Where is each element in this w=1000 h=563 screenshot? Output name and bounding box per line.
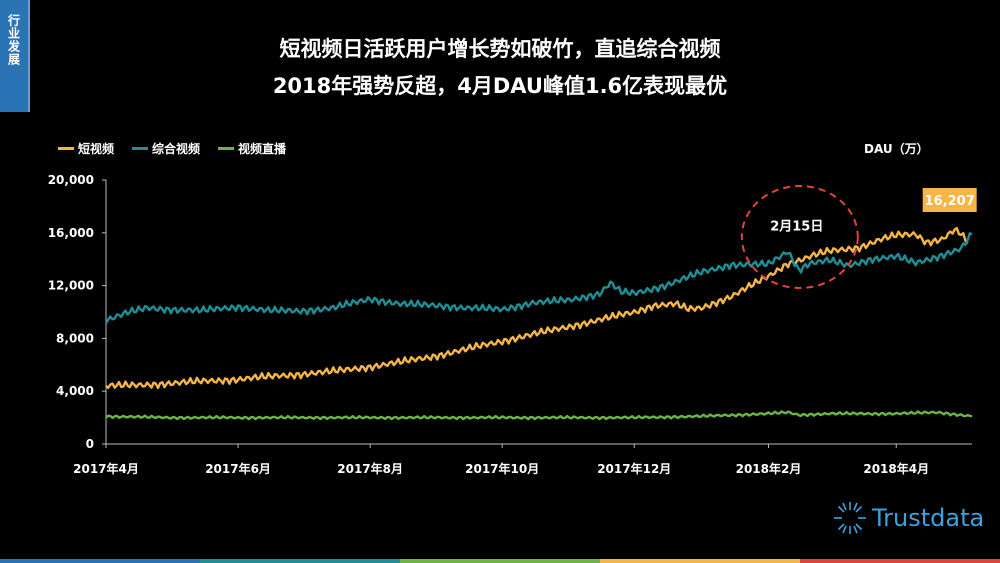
footer-segment xyxy=(600,559,800,563)
series-line xyxy=(105,410,973,421)
y-tick-label: 0 xyxy=(86,437,94,451)
highlight-circle xyxy=(740,185,859,289)
footer-color-bar xyxy=(0,559,1000,563)
peak-value-label: 16,207 xyxy=(925,194,975,209)
x-tick-label: 2018年2月 xyxy=(736,461,802,476)
x-tick-label: 2017年8月 xyxy=(337,461,403,476)
y-tick-label: 4,000 xyxy=(56,384,94,398)
y-tick-label: 16,000 xyxy=(48,226,94,240)
x-tick-label: 2018年4月 xyxy=(863,461,929,476)
legend-label-live-video: 视频直播 xyxy=(238,142,287,156)
chart-title: 短视频日活跃用户增长势如破竹，直追综合视频 xyxy=(279,37,721,61)
legend-label-general-video: 综合视频 xyxy=(152,142,201,156)
legend-swatch-short-video xyxy=(58,147,74,150)
y-tick-label: 12,000 xyxy=(48,279,94,293)
legend-item-general-video: 综合视频 xyxy=(132,140,200,157)
x-tick-label: 2017年4月 xyxy=(73,461,139,476)
section-tab: 行业发展 xyxy=(0,0,30,112)
sunburst-icon xyxy=(834,502,866,534)
brand-logo: Trustdata xyxy=(832,500,984,536)
legend-swatch-general-video xyxy=(132,147,149,150)
annotation-label: 2月15日 xyxy=(770,220,823,235)
peak-value-badge xyxy=(922,188,977,212)
series-line xyxy=(104,232,973,324)
series-line xyxy=(105,226,969,390)
chart-subtitle: 2018年强势反超，4月DAU峰值1.6亿表现最优 xyxy=(272,74,728,98)
footer-segment xyxy=(800,559,1000,563)
legend-item-short-video: 短视频 xyxy=(58,140,114,157)
legend-swatch-live-video xyxy=(218,147,235,150)
chart-legend: 短视频 综合视频 视频直播 xyxy=(58,140,286,157)
unit-label: DAU（万） xyxy=(864,142,929,156)
x-tick-label: 2017年12月 xyxy=(597,461,671,476)
section-tab-label: 行业发展 xyxy=(6,14,21,66)
y-tick-label: 8,000 xyxy=(56,331,94,345)
brand-name: Trustdata xyxy=(872,504,985,532)
x-tick-label: 2017年10月 xyxy=(465,461,539,476)
footer-segment xyxy=(400,559,600,563)
y-tick-label: 20,000 xyxy=(48,173,94,187)
legend-label-short-video: 短视频 xyxy=(78,142,115,156)
legend-item-live-video: 视频直播 xyxy=(218,140,286,157)
footer-segment xyxy=(200,559,400,563)
x-tick-label: 2017年6月 xyxy=(205,461,271,476)
footer-segment xyxy=(0,559,200,563)
